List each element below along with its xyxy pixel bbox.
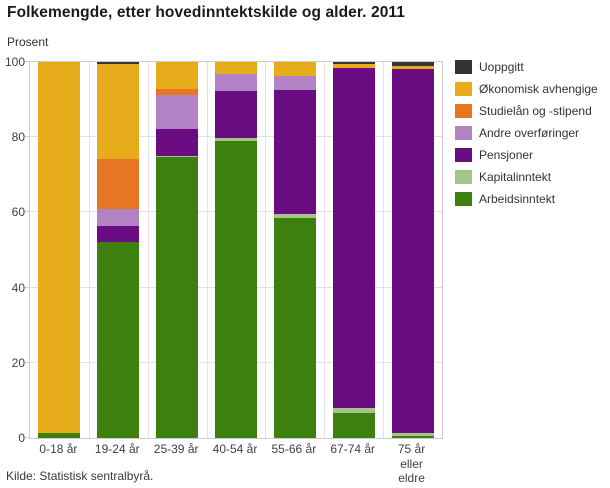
- bar-segment-Uoppgitt: [97, 62, 140, 64]
- bar-segment-Økonomisk-avhengige: [391, 66, 434, 70]
- legend-item: Uoppgitt: [455, 56, 598, 78]
- bar-segment-Økonomisk-avhengige: [156, 62, 199, 90]
- legend-swatch: [455, 170, 472, 184]
- bar-0-18-år: [38, 62, 81, 438]
- bar-segment-Uoppgitt: [332, 62, 375, 64]
- bar-segment-Studielån-og--stipend: [156, 89, 199, 96]
- y-tickmark: [25, 61, 30, 62]
- y-tick-label: 100: [4, 55, 25, 69]
- bar-67-74-år: [332, 62, 375, 438]
- x-tick-label: 0-18 år: [39, 442, 78, 456]
- bar-segment-Pensjoner: [273, 89, 316, 215]
- bar-segment-Kapitalinntekt: [391, 433, 434, 437]
- legend-label: Andre overføringer: [479, 126, 580, 140]
- bar-segment-Pensjoner: [156, 128, 199, 156]
- category-separator: [206, 62, 208, 438]
- bar-segment-Pensjoner: [97, 225, 140, 243]
- bar-segment-Kapitalinntekt: [156, 156, 199, 158]
- category-separator: [265, 62, 267, 438]
- bar-segment-Arbeidsinntekt: [332, 412, 375, 438]
- legend-item: Kapitalinntekt: [455, 166, 598, 188]
- legend-item: Økonomisk avhengige: [455, 78, 598, 100]
- legend-item: Arbeidsinntekt: [455, 188, 598, 210]
- legend-item: Pensjoner: [455, 144, 598, 166]
- bar-segment-Arbeidsinntekt: [38, 433, 81, 438]
- bar-segment-Uoppgitt: [391, 62, 434, 67]
- x-tick-label: 25-39 år: [153, 442, 199, 456]
- bar-segment-Økonomisk-avhengige: [215, 62, 257, 75]
- y-tick-label: 60: [11, 205, 25, 220]
- legend-label: Uoppgitt: [479, 60, 524, 74]
- bar-segment-Økonomisk-avhengige: [273, 62, 316, 77]
- bar-segment-Arbeidsinntekt: [97, 242, 140, 438]
- legend-label: Kapitalinntekt: [479, 170, 552, 184]
- legend-label: Pensjoner: [479, 148, 534, 162]
- bar-segment-Andre-overføringer: [156, 95, 199, 129]
- legend-label: Studielån og -stipend: [479, 104, 592, 118]
- bar-segment-Andre-overføringer: [97, 209, 140, 226]
- bar-segment-Økonomisk-avhengige: [97, 63, 140, 160]
- bar-segment-Arbeidsinntekt: [215, 141, 257, 438]
- bar-segment-Arbeidsinntekt: [156, 157, 199, 438]
- y-tick-label: 40: [11, 280, 25, 295]
- bar-segment-Pensjoner: [215, 90, 257, 138]
- bar-segment-Kapitalinntekt: [332, 408, 375, 413]
- bar-segment-Arbeidsinntekt: [273, 218, 316, 438]
- y-tickmark: [25, 361, 30, 363]
- bar-segment-Kapitalinntekt: [215, 137, 257, 142]
- y-tick-label: 20: [11, 355, 25, 370]
- y-tickmark: [25, 211, 30, 213]
- legend-label: Økonomisk avhengige: [479, 82, 598, 96]
- bar-75-år: [391, 62, 434, 438]
- source-note: Kilde: Statistisk sentralbyrå.: [6, 469, 154, 483]
- legend: Uoppgitt Økonomisk avhengige Studielån og …: [455, 56, 598, 210]
- y-tickmark: [25, 437, 30, 438]
- bar-40-54-år: [215, 62, 257, 438]
- bar-segment-Økonomisk-avhengige: [332, 63, 375, 69]
- plot-area: 0 20 40 60 80 100: [5, 55, 443, 445]
- legend-swatch: [455, 148, 472, 162]
- bar-segment-Studielån-og--stipend: [97, 159, 140, 210]
- x-tick-label: 19-24 år: [94, 442, 140, 456]
- bar-segment-Andre-overføringer: [273, 76, 316, 90]
- category-separator: [324, 62, 326, 438]
- bar-19-24-år: [97, 62, 140, 438]
- bar-segment-Økonomisk-avhengige: [38, 62, 81, 434]
- bar-segment-Pensjoner: [332, 68, 375, 409]
- x-tick-label: 55-66 år: [271, 442, 317, 456]
- x-axis-labels: 0-18 år 19-24 år 25-39 år 40-54 år 55-66 år 6…: [29, 442, 441, 485]
- x-tick-label: 40-54 år: [212, 442, 258, 456]
- legend-swatch: [455, 192, 472, 206]
- y-tickmark: [25, 286, 30, 288]
- legend-swatch: [455, 60, 472, 74]
- legend-label: Arbeidsinntekt: [479, 192, 556, 206]
- bar-25-39-år: [156, 62, 199, 438]
- y-tick-label: 80: [11, 130, 25, 145]
- category-separator: [88, 62, 90, 438]
- legend-item: Studielån og -stipend: [455, 100, 598, 122]
- bar-55-66-år: [273, 62, 316, 438]
- x-tick-label: 75 år eller eldre: [397, 442, 426, 485]
- legend-swatch: [455, 104, 472, 118]
- category-separator: [383, 62, 385, 438]
- category-separator: [147, 62, 149, 438]
- y-axis-title: Prosent: [7, 35, 49, 49]
- bar-segment-Arbeidsinntekt: [391, 436, 434, 438]
- bar-segment-Kapitalinntekt: [273, 214, 316, 219]
- y-tick-label: 0: [18, 431, 25, 445]
- legend-swatch: [455, 82, 472, 96]
- legend-item: Andre overføringer: [455, 122, 598, 144]
- bar-segment-Andre-overføringer: [215, 74, 257, 91]
- y-tickmark: [25, 136, 30, 138]
- bar-segment-Pensjoner: [391, 69, 434, 434]
- chart-title: Folkemengde, etter hovedinntektskilde og…: [7, 4, 405, 21]
- x-tick-label: 67-74 år: [330, 442, 376, 456]
- legend-swatch: [455, 126, 472, 140]
